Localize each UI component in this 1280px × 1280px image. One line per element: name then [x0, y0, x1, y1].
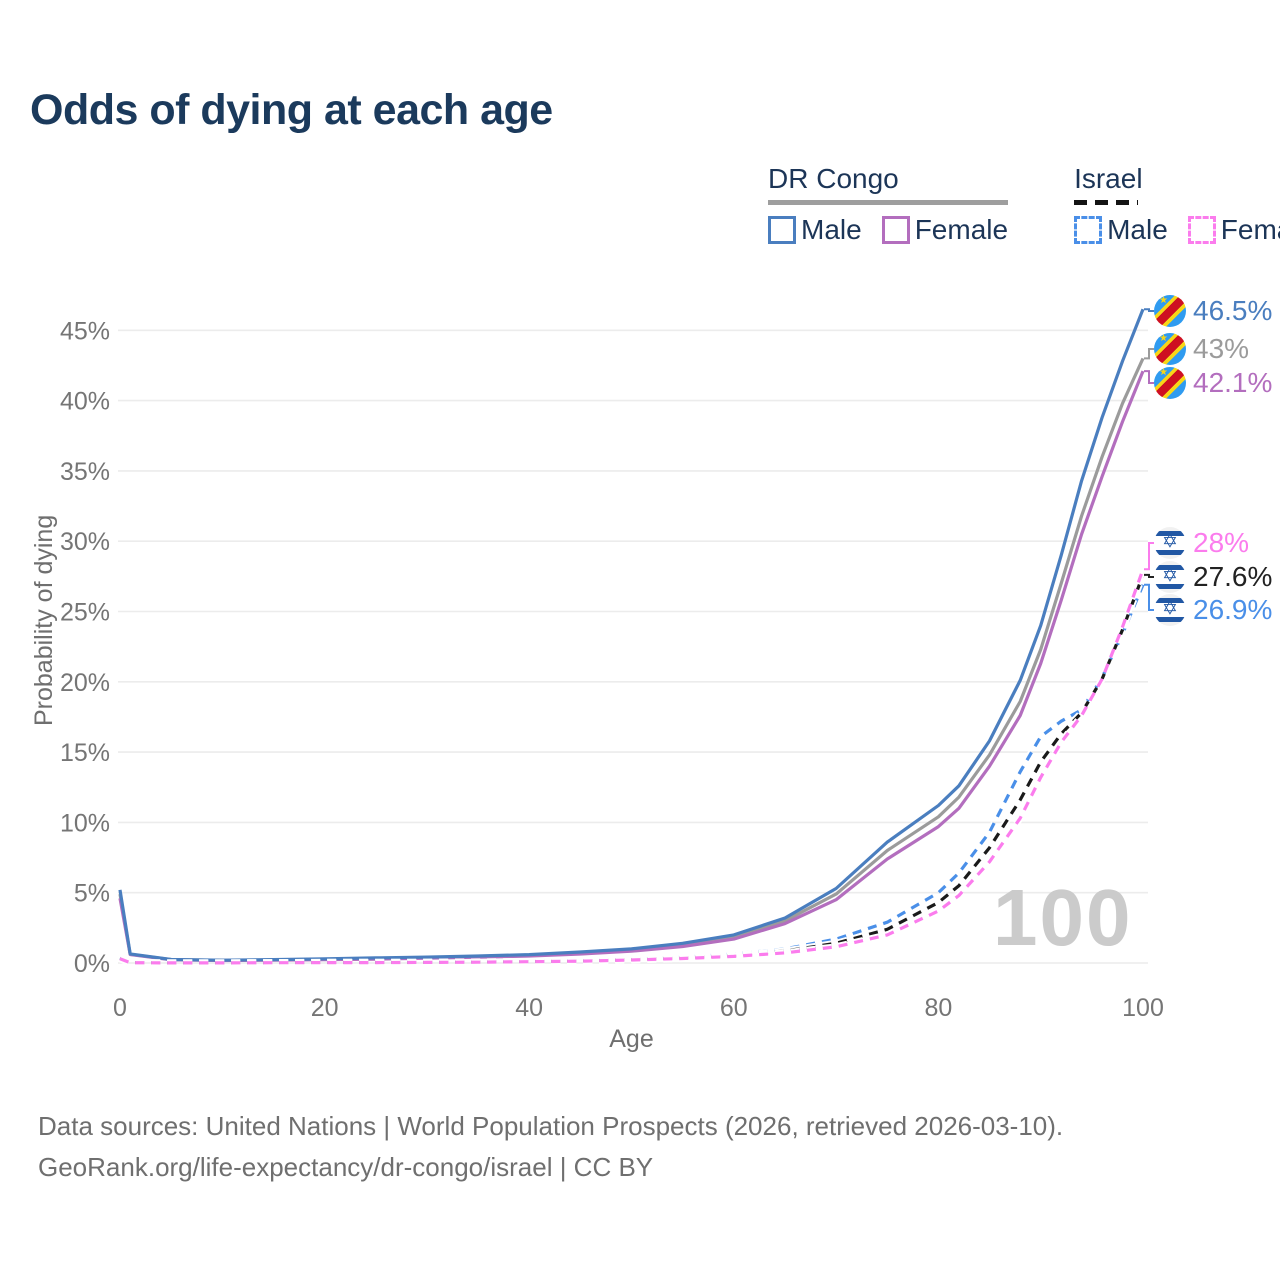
x-axis-title: Age [609, 1025, 654, 1053]
x-tick-label: 0 [113, 994, 127, 1022]
end-value-annotation: 43% [1154, 332, 1249, 366]
y-tick-label: 0% [74, 950, 110, 978]
series-line-drc-both [118, 357, 1145, 962]
y-tick-label: 5% [74, 880, 110, 908]
legend-item-label: Male [1107, 214, 1168, 245]
annotation-connector [1144, 308, 1154, 312]
dr-congo-flag-icon [1154, 295, 1186, 327]
solid-line-swatch-icon [768, 200, 1009, 205]
annotation-connector [1144, 370, 1154, 384]
y-axis-title: Probability of dying [30, 514, 58, 726]
legend-group-dr-congo: DR Congo Male Female [768, 163, 1009, 246]
end-value-annotation: 42.1% [1154, 366, 1272, 400]
series-line-halo-israel-both [118, 573, 1147, 967]
annotation-connector [1144, 542, 1154, 571]
legend-group-title-israel: Israel [1074, 163, 1143, 194]
y-tick-label: 30% [60, 528, 110, 556]
legend-item-dr-congo-male[interactable]: Male [768, 214, 862, 246]
y-tick-label: 35% [60, 458, 110, 486]
dr-congo-flag-icon [1154, 333, 1186, 365]
footer-attribution: GeoRank.org/life-expectancy/dr-congo/isr… [38, 1152, 654, 1182]
series-line-drc-female [118, 370, 1145, 963]
legend-item-label: Male [801, 214, 862, 245]
end-value-annotation: 27.6% [1154, 560, 1272, 594]
series-line-drc-male [118, 308, 1145, 962]
annotation-connector [1144, 348, 1154, 360]
legend-item-israel-female[interactable]: Female [1187, 214, 1280, 246]
x-tick-label: 20 [311, 994, 339, 1022]
footer-data-sources: Data sources: United Nations | World Pop… [38, 1111, 1064, 1141]
end-value-annotation: 46.5% [1154, 294, 1272, 328]
annotation-connector [1144, 583, 1154, 611]
legend-item-label: Female [1220, 214, 1280, 245]
series-line-halo-israel-female [118, 568, 1147, 967]
legend-group-title-dr-congo: DR Congo [768, 163, 899, 194]
checkbox-icon [1187, 216, 1216, 244]
annotation-value-label: 28% [1193, 527, 1250, 558]
dashed-line-swatch-icon [1074, 200, 1139, 205]
checkbox-icon [768, 216, 796, 244]
y-tick-label: 15% [60, 739, 110, 767]
series-line-israel-female [119, 568, 1145, 965]
annotation-value-label: 27.6% [1193, 561, 1273, 592]
annotation-value-label: 46.5% [1193, 295, 1273, 326]
page-title: Odds of dying at each age [30, 86, 553, 134]
dr-congo-flag-icon [1154, 367, 1186, 399]
legend-group-israel: Israel Male Female [1074, 163, 1280, 246]
israel-flag-icon [1154, 594, 1186, 626]
legend-item-label: Female [914, 214, 1009, 245]
israel-flag-icon [1154, 527, 1186, 559]
series-line-israel-both [119, 574, 1145, 965]
annotation-connector [1144, 573, 1154, 578]
annotation-value-label: 26.9% [1193, 594, 1273, 625]
y-tick-label: 45% [60, 317, 110, 345]
x-tick-label: 100 [1122, 994, 1164, 1022]
end-value-annotation: 28% [1154, 526, 1249, 560]
x-tick-label: 60 [720, 994, 748, 1022]
age-hover-indicator: 100 [993, 873, 1133, 962]
checkbox-icon [881, 216, 910, 244]
x-tick-label: 80 [924, 994, 952, 1022]
y-tick-label: 40% [60, 388, 110, 416]
legend-item-israel-male[interactable]: Male [1074, 214, 1168, 246]
legend: DR Congo Male Female Israel Male [768, 163, 1280, 246]
israel-flag-icon [1154, 561, 1186, 593]
annotation-value-label: 42.1% [1193, 367, 1273, 398]
y-tick-label: 10% [60, 809, 110, 837]
legend-item-dr-congo-female[interactable]: Female [881, 214, 1009, 246]
series-line-israel-male [119, 584, 1145, 965]
end-value-annotation: 26.9% [1154, 593, 1272, 627]
y-tick-label: 25% [60, 599, 110, 627]
annotation-value-label: 43% [1193, 333, 1250, 364]
series-line-halo-israel-male [118, 583, 1147, 967]
footer: Data sources: United Nations | World Pop… [38, 1106, 1063, 1188]
y-tick-label: 20% [60, 669, 110, 697]
checkbox-icon [1074, 216, 1103, 244]
x-tick-label: 40 [515, 994, 543, 1022]
